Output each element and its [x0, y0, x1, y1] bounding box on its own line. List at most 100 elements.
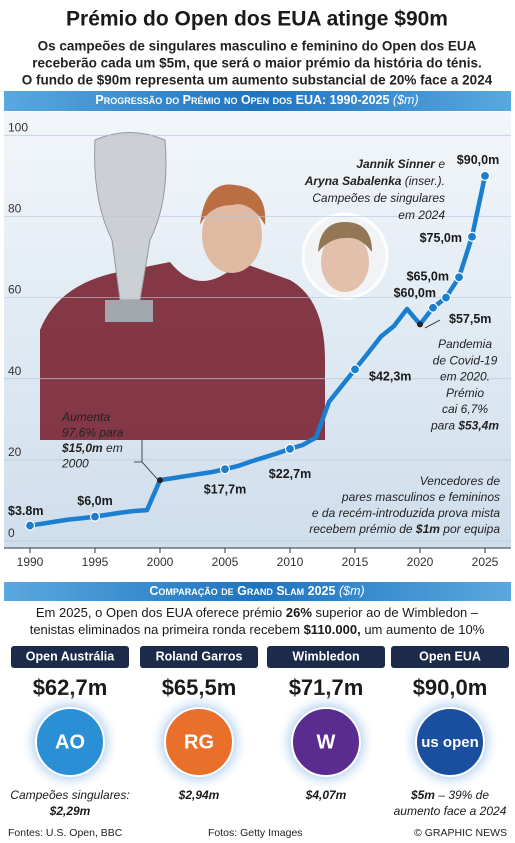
- value-label: $75,0m: [420, 231, 462, 245]
- bold-segment: Aryna Sabalenka: [304, 174, 402, 188]
- annotation: recebem prémio de $1m por equipa: [309, 522, 500, 536]
- tab-label: Open Austrália: [26, 649, 115, 663]
- text-segment: e: [435, 157, 445, 171]
- bold-segment: Jannik Sinner: [356, 157, 436, 171]
- annotation: 2000: [61, 457, 89, 471]
- text-segment: – 39% de: [435, 788, 489, 802]
- subtitle: receberão cada um $5m, que será o maior …: [32, 56, 481, 71]
- note: $2,29m: [49, 804, 91, 818]
- note: Campeões singulares:: [10, 788, 129, 802]
- annotation: $15,0m em: [61, 441, 123, 455]
- annotation: Vencedores de: [420, 474, 501, 488]
- point: [284, 443, 296, 455]
- annotation: Aumenta: [61, 410, 110, 424]
- annotation: 97,6% para: [62, 426, 124, 440]
- note: aumento face a 2024: [394, 804, 507, 818]
- logo-text: RG: [184, 731, 214, 753]
- point: [440, 292, 452, 303]
- x-tick-label: 2020: [407, 555, 434, 569]
- x-tick-label: 2005: [212, 555, 239, 569]
- bold-segment: $2,94m: [178, 788, 220, 802]
- value-label: $6,0m: [77, 494, 112, 508]
- bold-segment: $110.000,: [304, 622, 361, 637]
- text-segment: Pandemia: [438, 337, 492, 351]
- annotation: pares masculinos e femininos: [341, 490, 500, 504]
- x-axis-band: [4, 548, 511, 576]
- x-tick-label: 2000: [147, 555, 174, 569]
- bold-segment: $15,0m: [61, 441, 103, 455]
- y-tick-label: 100: [8, 120, 28, 134]
- text-segment: cai 6,7%: [442, 402, 488, 416]
- banner: [4, 91, 511, 111]
- annotation: de Covid-19: [433, 353, 498, 367]
- section-title: Comparação de Grand Slam 2025 ($m): [149, 584, 364, 598]
- logo: [164, 707, 234, 777]
- annotation: Prémio: [446, 386, 484, 400]
- logo: [291, 707, 361, 777]
- banner: [4, 582, 511, 601]
- annotation: Pandemia: [438, 337, 492, 351]
- y-tick-label: 80: [8, 202, 22, 216]
- annotation: em 2020.: [440, 370, 490, 384]
- y-tick-label: 60: [8, 283, 22, 297]
- point: [453, 272, 465, 283]
- logo-text: us open: [421, 734, 479, 751]
- annotation-connector: [424, 319, 441, 329]
- chart-title: Progressão do Prémio no Open dos EUA: 19…: [95, 93, 418, 107]
- point: [479, 170, 491, 181]
- tab: [11, 646, 129, 668]
- logo: [415, 707, 485, 777]
- x-tick-label: 2025: [472, 555, 499, 569]
- note: $5m – 39% de: [410, 788, 489, 802]
- intro-text: Em 2025, o Open dos EUA oferece prémio 2…: [36, 605, 479, 620]
- annotation: e da recém-introduzida prova mista: [312, 506, 500, 520]
- title: Prémio do Open dos EUA atinge $90m: [66, 8, 448, 31]
- logo: [35, 707, 105, 777]
- annotation: Campeões de singulares: [312, 191, 445, 205]
- logo-text: W: [317, 731, 336, 753]
- text-segment: Campeões singulares:: [10, 788, 129, 802]
- text-segment: para: [430, 419, 458, 433]
- bold-segment: $53,4m: [457, 419, 499, 433]
- text-segment: em 2020.: [440, 370, 490, 384]
- tab-label: Roland Garros: [156, 649, 243, 663]
- bold-segment: $5m: [410, 788, 435, 802]
- subtitle: O fundo de $90m representa um aumento su…: [22, 73, 493, 88]
- point: [89, 511, 101, 522]
- annotation: cai 6,7%: [442, 402, 488, 416]
- x-tick-label: 1995: [82, 555, 109, 569]
- note: $2,94m: [178, 788, 220, 802]
- annotation: Jannik Sinner e: [356, 157, 445, 171]
- text-segment: pares masculinos e femininos: [341, 490, 500, 504]
- value-label: $22,7m: [269, 467, 311, 481]
- tab: [267, 646, 385, 668]
- logo-text: AO: [55, 731, 85, 753]
- text-segment: um aumento de 10%: [361, 622, 485, 637]
- text-segment: e da recém-introduzida prova mista: [312, 506, 500, 520]
- annotation: para $53,4m: [430, 419, 499, 433]
- text-segment: Vencedores de: [420, 474, 501, 488]
- point: [466, 231, 478, 242]
- text-segment: em 2024: [398, 208, 445, 222]
- text-segment: Prémio: [446, 386, 484, 400]
- y-tick-label: 20: [8, 445, 22, 459]
- line: [29, 175, 488, 528]
- intro-text: tenistas eliminados na primeira ronda re…: [30, 622, 485, 637]
- value-label: $65,0m: [407, 270, 449, 284]
- tab: [391, 646, 509, 668]
- value-label: $90,0m: [457, 153, 499, 167]
- chart: 0 20 40 60 80 100 1990 1995 2000 2005 2010 2015 2020…: [4, 120, 511, 576]
- note: $4,07m: [305, 788, 347, 802]
- credit: © GRAPHIC NEWS: [414, 827, 507, 839]
- y-tick-label: 0: [8, 526, 15, 540]
- photo-credit: Fotos: Getty Images: [208, 827, 303, 839]
- text-segment: recebem prémio de: [309, 522, 416, 536]
- point: [219, 464, 231, 475]
- bold-segment: $2,29m: [49, 804, 91, 818]
- bold-segment: $1m: [415, 522, 440, 536]
- text-segment: aumento face a 2024: [394, 804, 507, 818]
- subtitle: Os campeões de singulares masculino e fe…: [38, 39, 477, 54]
- text-segment: tenistas eliminados na primeira ronda re…: [30, 622, 304, 637]
- text-segment: de Covid-19: [433, 353, 498, 367]
